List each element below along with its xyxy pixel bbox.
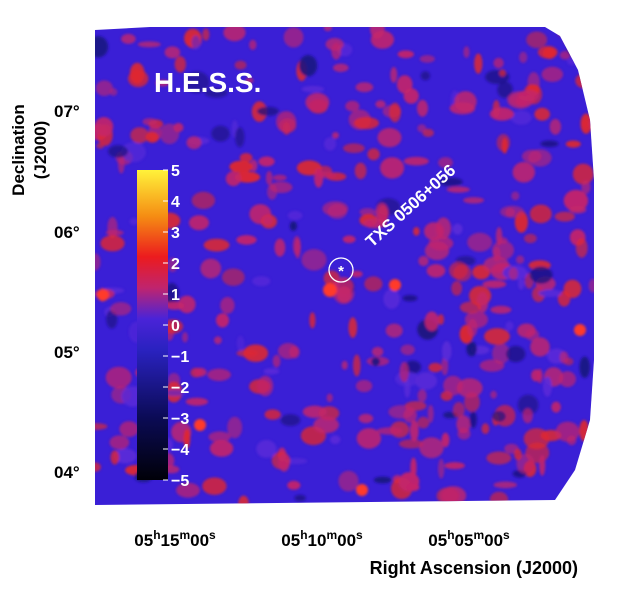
x-tick-label: 05h15m00s	[134, 528, 216, 550]
colorbar-tick-label: −4	[171, 442, 189, 459]
x-axis: 05h15m00s 05h10m00s 05h05m00s	[134, 528, 510, 550]
colorbar-tick-labels: 5 4 3 2 1 0 −1 −2 −3 −4 −5	[163, 163, 189, 490]
source-circle-icon	[328, 257, 354, 283]
colorbar-tick-label: −5	[171, 473, 189, 490]
colorbar-tick-label: 2	[171, 256, 180, 273]
colorbar-tick-label: −2	[171, 380, 189, 397]
y-tick-05: 05°	[54, 343, 80, 362]
colorbar-tick-label: −1	[171, 349, 189, 366]
source-star-icon: *	[338, 263, 344, 280]
y-axis-title-line1: Declination	[9, 104, 28, 196]
x-tick-label: 05h10m00s	[281, 528, 363, 550]
y-axis-title-line2: (J2000)	[31, 121, 50, 180]
colorbar-tick-label: 3	[171, 225, 180, 242]
colorbar: 5 4 3 2 1 0 −1 −2 −3 −4 −5	[137, 163, 189, 490]
colorbar-tick-label: 4	[171, 194, 180, 211]
colorbar-tick-label: 0	[171, 318, 180, 335]
instrument-label: H.E.S.S.	[154, 67, 261, 98]
excess-pattern	[95, 27, 594, 505]
x-axis-title: Right Ascension (J2000)	[370, 558, 578, 578]
y-tick-07: 07°	[54, 102, 80, 121]
y-tick-04: 04°	[54, 463, 80, 482]
colorbar-tick-label: 5	[171, 163, 180, 180]
y-tick-06: 06°	[54, 223, 80, 242]
colorbar-tick-label: −3	[171, 411, 189, 428]
x-tick-label: 05h05m00s	[428, 528, 510, 550]
colorbar-tick-label: 1	[171, 287, 180, 304]
sky-map	[95, 27, 594, 505]
source-marker: *	[328, 257, 354, 283]
y-axis: Declination (J2000) 07° 06° 05° 04°	[9, 102, 80, 482]
colorbar-scale	[137, 170, 168, 480]
